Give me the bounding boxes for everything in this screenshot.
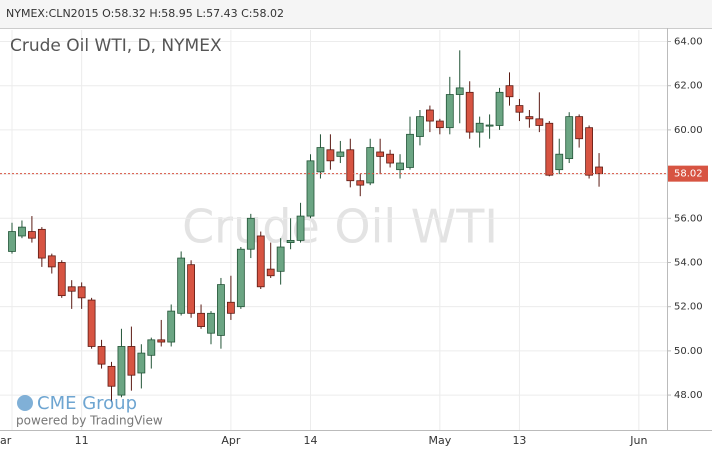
candle-body <box>435 120 444 129</box>
candle-body <box>316 147 325 173</box>
y-tick-label: 64.00 <box>674 36 703 47</box>
candle-body <box>366 147 375 184</box>
candle-body <box>545 122 554 176</box>
candle-body <box>505 85 514 98</box>
candle-body <box>117 346 126 396</box>
candle-body <box>107 365 116 387</box>
candle-body <box>515 105 524 113</box>
candle-body <box>396 162 404 171</box>
candle-body <box>8 231 16 252</box>
candle-body <box>177 257 186 314</box>
logo: CME Group <box>37 393 137 414</box>
candle-body <box>376 151 385 157</box>
candle-body <box>207 312 215 334</box>
candle-body <box>27 231 36 239</box>
candle-body <box>485 124 494 127</box>
candle-body <box>525 116 534 120</box>
candle-body <box>18 226 26 237</box>
candle-body <box>585 127 593 176</box>
credit: powered by TradingView <box>16 414 163 428</box>
candle-body <box>187 264 196 314</box>
x-tick-label: ar <box>0 434 12 447</box>
candle-body <box>445 94 454 129</box>
candle-body <box>276 246 285 272</box>
candle-body <box>495 91 504 126</box>
candle-body <box>197 312 205 327</box>
y-tick-label: 52.00 <box>674 302 703 313</box>
y-tick-label: 62.00 <box>674 81 703 92</box>
candle-body <box>97 346 106 365</box>
candle-body <box>217 284 225 336</box>
y-tick-label: 50.00 <box>674 346 703 357</box>
candle-body <box>465 91 474 133</box>
candle-body <box>236 248 245 308</box>
candle-body <box>246 217 255 250</box>
candle-body <box>57 262 66 297</box>
candle-body <box>416 116 424 137</box>
candle-body <box>386 153 395 164</box>
candle-body <box>356 180 365 186</box>
candle-body <box>77 286 86 299</box>
x-tick-label: May <box>428 434 451 447</box>
candle-body <box>127 346 136 376</box>
last-price-box <box>668 165 708 182</box>
candle-body <box>565 116 574 160</box>
candle-body <box>137 352 146 374</box>
logo-icon <box>17 395 33 411</box>
y-tick-label: 54.00 <box>674 257 703 268</box>
candle-body <box>346 149 355 182</box>
watermark: Crude Oil WTI <box>182 200 498 254</box>
candle-body <box>336 151 345 157</box>
y-tick-label: 60.00 <box>674 125 703 136</box>
candle-body <box>425 109 434 122</box>
candle-body <box>326 149 335 162</box>
candle-body <box>87 299 96 347</box>
candle-body <box>47 255 56 268</box>
candle-body <box>475 122 484 133</box>
header-bar <box>0 0 712 28</box>
candle-body <box>575 116 584 140</box>
candle-body <box>256 235 265 288</box>
header-text: NYMEX:CLN2015 O:58.32 H:58.95 L:57.43 C:… <box>6 7 284 20</box>
x-tick-label: 11 <box>75 434 89 447</box>
y-tick-label: 48.00 <box>674 390 703 401</box>
candle-body <box>67 286 76 292</box>
chart-title: Crude Oil WTI, D, NYMEX <box>10 36 222 56</box>
candle-body <box>157 339 166 343</box>
candle-body <box>535 118 544 126</box>
candle-body <box>296 215 305 241</box>
candle-body <box>455 87 464 95</box>
plot <box>0 30 667 430</box>
candle-body <box>167 310 176 343</box>
candle-body <box>37 228 46 259</box>
x-tick-label: 14 <box>304 434 318 447</box>
y-tick-label: 56.00 <box>674 213 703 224</box>
candle-body <box>226 301 235 314</box>
candle-body <box>555 153 564 171</box>
candle-body <box>595 166 603 175</box>
x-tick-label: Apr <box>221 434 241 447</box>
candle-body <box>306 160 315 217</box>
candle-body <box>406 133 414 168</box>
candle-body <box>266 268 275 277</box>
x-tick-label: Jun <box>629 434 647 447</box>
candle-body <box>286 239 295 243</box>
x-tick-label: 13 <box>512 434 526 447</box>
last-price-label: 58.02 <box>674 169 703 180</box>
candle-body <box>147 339 156 356</box>
